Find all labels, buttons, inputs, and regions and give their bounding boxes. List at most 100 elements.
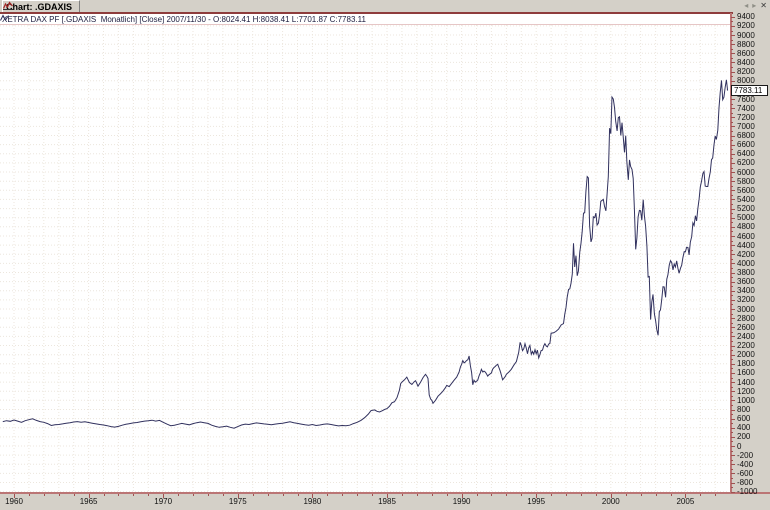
y-axis-tick xyxy=(731,57,733,59)
y-axis-label: 8400 xyxy=(737,57,755,67)
tab-bar: Chart: .GDAXIS ◂ ▸ ✕ xyxy=(0,0,770,12)
y-axis-tick xyxy=(731,222,733,224)
tab-title: Chart: .GDAXIS xyxy=(6,1,73,12)
y-axis-tick xyxy=(731,432,733,434)
y-axis-tick xyxy=(731,121,733,123)
y-axis-tick xyxy=(731,331,733,333)
y-axis-tick xyxy=(731,190,735,192)
x-axis-tick xyxy=(252,494,254,496)
y-axis-tick xyxy=(731,112,733,114)
y-axis-line xyxy=(730,13,732,493)
x-axis-tick xyxy=(222,494,224,496)
y-axis-tick xyxy=(731,386,733,388)
y-axis-tick xyxy=(731,299,735,301)
y-axis-label: 9200 xyxy=(737,21,755,31)
x-axis-tick xyxy=(282,494,284,496)
y-axis-label: 2000 xyxy=(737,350,755,360)
y-axis-label: 1800 xyxy=(737,359,755,369)
y-axis-tick xyxy=(731,473,735,475)
y-axis-tick xyxy=(731,478,733,479)
close-icon[interactable]: ✕ xyxy=(760,0,767,10)
y-axis-tick xyxy=(731,341,733,342)
x-axis-line xyxy=(0,492,770,494)
tab-scroll-right-icon[interactable]: ▸ xyxy=(752,0,757,10)
plot-background xyxy=(0,25,730,492)
x-axis-tick xyxy=(88,494,90,498)
y-axis-label: 1000 xyxy=(737,395,755,405)
y-axis-tick xyxy=(731,290,735,292)
y-axis-label: 7600 xyxy=(737,94,755,104)
y-axis-tick xyxy=(731,359,733,361)
x-axis-tick xyxy=(118,494,120,496)
y-axis-label: 9000 xyxy=(737,30,755,40)
y-axis-tick xyxy=(731,130,733,132)
x-axis-tick xyxy=(133,494,135,496)
zigzag-line-icon xyxy=(0,14,9,21)
y-axis-tick xyxy=(731,455,735,457)
x-axis-tick xyxy=(193,494,194,496)
y-axis-tick xyxy=(731,126,735,128)
x-axis-tick xyxy=(536,494,538,498)
y-axis-tick xyxy=(731,482,735,484)
y-axis-tick xyxy=(731,16,735,18)
x-axis-tick xyxy=(551,494,553,496)
y-axis-label: 3800 xyxy=(737,268,755,277)
x-axis-label: 2005 xyxy=(676,497,695,506)
y-axis-tick xyxy=(731,295,733,297)
y-axis-tick xyxy=(731,208,735,210)
y-axis-label: 1400 xyxy=(737,377,755,387)
y-axis-label: 400 xyxy=(737,423,751,433)
y-axis-label: 4200 xyxy=(737,249,755,259)
x-axis-tick xyxy=(446,494,448,496)
x-axis-tick xyxy=(312,494,314,498)
y-axis-tick xyxy=(731,135,735,137)
y-axis-tick xyxy=(731,76,733,78)
x-axis-tick xyxy=(670,494,672,496)
y-axis-tick xyxy=(731,172,735,173)
x-axis-tick xyxy=(476,494,478,496)
tab-chart-gdaxis[interactable]: Chart: .GDAXIS xyxy=(2,0,81,12)
x-axis-tick xyxy=(372,494,374,496)
y-axis-tick xyxy=(731,99,735,100)
y-axis-tick xyxy=(731,53,735,55)
y-axis-tick xyxy=(731,400,735,402)
y-axis-tick xyxy=(731,468,733,470)
x-axis-tick xyxy=(521,494,523,496)
y-axis-tick xyxy=(731,21,733,23)
y-axis-label: 8800 xyxy=(737,39,755,49)
x-axis-tick xyxy=(610,494,612,498)
y-axis-tick xyxy=(731,487,733,489)
y-axis-tick xyxy=(731,377,733,379)
y-axis-tick xyxy=(731,491,735,493)
x-axis-label: 1960 xyxy=(5,497,23,506)
y-axis-tick xyxy=(731,30,733,32)
y-axis-tick xyxy=(731,185,733,187)
y-axis-label: 6600 xyxy=(737,140,755,150)
x-axis-tick xyxy=(267,494,269,496)
x-axis-tick xyxy=(28,494,30,496)
y-axis-label: 6400 xyxy=(737,149,755,159)
y-axis-tick xyxy=(731,414,733,415)
price-line xyxy=(2,79,729,429)
y-axis-tick xyxy=(731,39,733,41)
x-axis-tick xyxy=(506,494,508,496)
x-axis-label: 1970 xyxy=(154,497,173,506)
y-axis-tick xyxy=(731,313,733,315)
y-axis-tick xyxy=(731,240,733,242)
y-axis-tick xyxy=(731,140,733,142)
tab-rule xyxy=(0,12,733,14)
y-axis-label: -800 xyxy=(737,478,754,487)
ohlc-status-text: XETRA DAX PF [.GDAXIS Monatlich] [Close]… xyxy=(2,14,366,24)
y-axis-tick xyxy=(731,254,735,256)
y-axis-tick xyxy=(731,327,735,329)
y-axis-tick xyxy=(731,153,735,155)
y-axis-label: 6000 xyxy=(737,167,755,177)
y-axis-tick xyxy=(731,35,735,36)
price-chart-canvas[interactable] xyxy=(0,0,730,510)
y-axis-tick xyxy=(731,249,733,251)
y-axis-tick xyxy=(731,245,735,247)
x-axis-tick xyxy=(595,494,597,496)
tab-scroll-left-icon[interactable]: ◂ xyxy=(744,0,749,10)
x-axis-tick xyxy=(103,494,105,496)
